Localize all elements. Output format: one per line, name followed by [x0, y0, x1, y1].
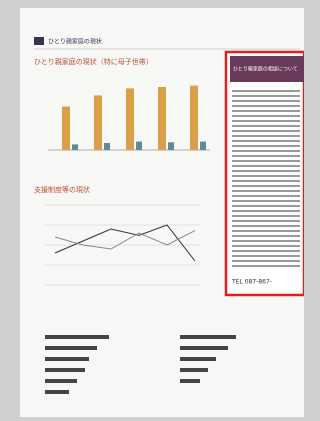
text-line — [232, 205, 300, 207]
bar — [158, 87, 166, 150]
text-line — [232, 160, 300, 162]
bar — [62, 107, 70, 150]
text-line — [232, 220, 300, 222]
text-line — [232, 150, 300, 152]
bar — [126, 88, 134, 150]
text-line — [232, 155, 300, 157]
text-line — [232, 115, 300, 117]
page-photo: ひとり親家庭の現状 ひとり親家庭の現状（特に母子世帯） 支援制度等の現状 ひとり… — [0, 0, 304, 417]
text-line — [232, 130, 300, 132]
text-line — [232, 230, 300, 232]
text-line — [232, 165, 300, 167]
text-line — [232, 200, 300, 202]
bar — [200, 142, 206, 150]
text-line — [232, 245, 300, 247]
bar — [190, 86, 198, 150]
section-title: ひとり親家庭の現状（特に母子世帯） — [34, 57, 153, 66]
section-title: 支援制度等の現状 — [34, 185, 90, 194]
bar — [180, 346, 228, 350]
bar — [45, 368, 85, 372]
bar — [104, 143, 110, 150]
text-line — [232, 255, 300, 257]
bar — [168, 142, 174, 150]
text-line — [232, 195, 300, 197]
sidebar-title: ひとり親家庭の相談について — [233, 66, 298, 73]
bar — [180, 335, 236, 339]
text-line — [232, 90, 300, 92]
header-title: ひとり親家庭の現状 — [48, 38, 102, 46]
text-line — [232, 180, 300, 182]
text-line — [232, 100, 300, 102]
text-line — [232, 145, 300, 147]
bar — [180, 368, 208, 372]
text-line — [232, 125, 300, 127]
text-line — [232, 235, 300, 237]
text-line — [232, 265, 300, 267]
text-line — [232, 240, 300, 242]
text-line — [232, 260, 300, 262]
text-line — [232, 190, 300, 192]
text-line — [232, 175, 300, 177]
text-line — [232, 250, 300, 252]
bar — [45, 335, 109, 339]
text-line — [232, 95, 300, 97]
text-line — [232, 225, 300, 227]
bar — [45, 390, 69, 394]
sidebar-box — [226, 52, 304, 295]
text-line — [232, 210, 300, 212]
text-line — [232, 135, 300, 137]
text-line — [232, 170, 300, 172]
bar — [94, 95, 102, 150]
bar — [72, 144, 78, 150]
text-line — [232, 215, 300, 217]
bar — [180, 357, 216, 361]
text-line — [232, 140, 300, 142]
text-line — [232, 110, 300, 112]
contact: TEL 087-867- — [231, 279, 272, 286]
text-line — [232, 105, 300, 107]
bar — [180, 379, 200, 383]
bar — [45, 346, 97, 350]
text-line — [232, 185, 300, 187]
bar — [45, 357, 89, 361]
bar — [136, 142, 142, 150]
bar — [45, 379, 77, 383]
icon — [34, 37, 44, 45]
text-line — [232, 120, 300, 122]
